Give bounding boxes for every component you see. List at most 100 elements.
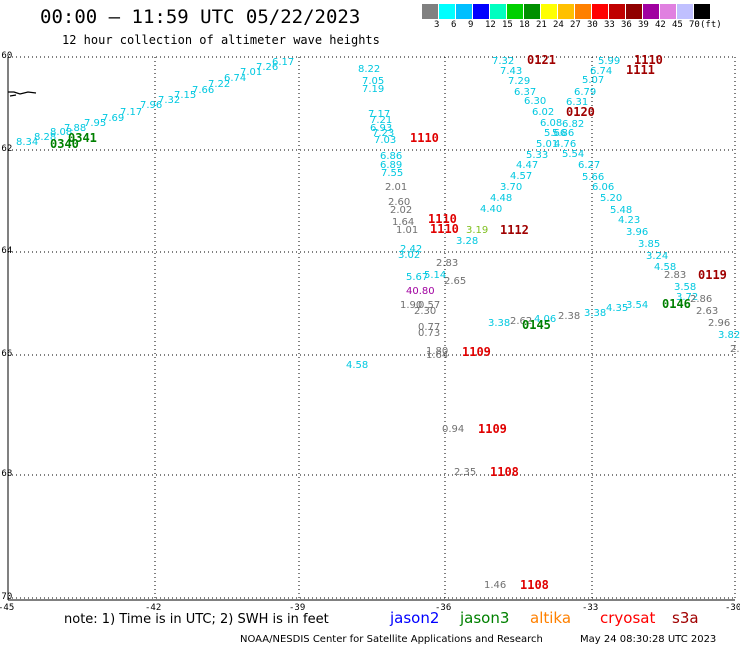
- wave-height-value: 7.21: [370, 115, 393, 126]
- wave-height-value: 6.17: [272, 57, 295, 68]
- pass-time-label: 1110: [428, 212, 457, 226]
- satellite-legend-item: cryosat: [600, 609, 656, 627]
- wave-height-value: 5.99: [598, 56, 621, 67]
- scale-label: 45: [672, 20, 683, 30]
- longitude-label: -36: [435, 603, 452, 613]
- scale-label: 18: [519, 20, 530, 30]
- wave-height-value: 5.67: [406, 272, 429, 283]
- wave-height-value: 6.74: [224, 73, 247, 84]
- wave-height-value: 4.06: [534, 314, 557, 325]
- wave-height-value: 1.80: [426, 346, 449, 357]
- pass-time-label: 0146: [662, 297, 691, 311]
- wave-height-value: 3.58: [674, 282, 697, 293]
- pass-time-label: 0145: [522, 318, 551, 332]
- color-scale-bar: [422, 4, 711, 19]
- scale-label: 24: [553, 20, 564, 30]
- wave-height-value: 7.01: [240, 67, 263, 78]
- wave-height-value: 3.96: [626, 227, 649, 238]
- pass-time-label: 1109: [462, 345, 491, 359]
- wave-height-value: 2.83: [664, 270, 687, 281]
- scale-swatch: [439, 4, 456, 19]
- wave-height-value: 5.01: [536, 139, 559, 150]
- color-scale-labels: 3 6 9 12 15 18 21 24 27 30 33 36 39 42 45 70 (ft): [422, 20, 740, 34]
- wave-height-value: 40.80: [406, 286, 435, 297]
- scale-label: 42: [655, 20, 666, 30]
- longitude-label: -39: [289, 603, 306, 613]
- wave-height-value: 2.35: [454, 467, 477, 478]
- latitude-label: -64: [0, 246, 13, 256]
- pass-time-label: 1108: [490, 465, 519, 479]
- wave-height-value: 2.63: [696, 306, 719, 317]
- scale-label: 21: [536, 20, 547, 30]
- scale-label: 36: [621, 20, 632, 30]
- wave-height-value: 6.30: [524, 96, 547, 107]
- latitude-label: -60: [0, 51, 13, 61]
- wave-height-value: 3.38: [488, 318, 511, 329]
- generation-timestamp: May 24 08:30:28 UTC 2023: [580, 634, 717, 645]
- wave-height-value: 6.08: [540, 118, 563, 129]
- scale-swatch: [524, 4, 541, 19]
- wave-height-value: 6.86: [380, 151, 403, 162]
- wave-height-value: 7.03: [374, 135, 397, 146]
- wave-height-value: 4.47: [516, 160, 539, 171]
- scale-swatch: [490, 4, 507, 19]
- wave-height-value: 7.19: [362, 84, 385, 95]
- pass-time-label: 0340: [50, 137, 79, 151]
- wave-height-value: 6.89: [380, 160, 403, 171]
- wave-height-value: 1.46: [484, 580, 507, 591]
- wave-height-value: 8.08: [50, 127, 73, 138]
- wave-height-value: 7.17: [120, 107, 143, 118]
- wave-height-value: 2.02: [390, 205, 413, 216]
- wave-height-value: 7.29: [508, 76, 531, 87]
- wave-height-value: 1.90: [400, 300, 423, 311]
- wave-height-value: 4.35: [606, 303, 629, 314]
- wave-height-value: 4.58: [654, 262, 677, 273]
- pass-time-label: 0119: [698, 268, 727, 282]
- scale-label: 3: [434, 20, 440, 30]
- scale-swatch: [473, 4, 490, 19]
- credit-line: NOAA/NESDIS Center for Satellite Applica…: [240, 634, 543, 645]
- wave-height-value: 3.82: [718, 330, 740, 341]
- wave-height-value: 0.57: [418, 300, 441, 311]
- pass-time-label: 1109: [478, 422, 507, 436]
- longitude-label: -45: [0, 603, 15, 613]
- wave-height-value: 7.95: [84, 118, 107, 129]
- wave-height-value: 4.58: [346, 360, 369, 371]
- wave-height-value: 6.79: [574, 87, 597, 98]
- wave-height-value: 4.40: [480, 204, 503, 215]
- wave-height-value: 5.66: [582, 172, 605, 183]
- pass-time-label: 1108: [520, 578, 549, 592]
- wave-height-value: 6.74: [590, 66, 613, 77]
- pass-time-label: 1110: [634, 53, 663, 67]
- wave-height-value: 2.96: [708, 318, 731, 329]
- satellite-legend-item: s3a: [672, 609, 699, 627]
- scale-swatch: [422, 4, 439, 19]
- scale-label: 6: [451, 20, 457, 30]
- map-subtitle: 12 hour collection of altimeter wave hei…: [62, 33, 380, 47]
- wave-height-value: 2.65: [444, 276, 467, 287]
- wave-height-value: 2.38: [558, 311, 581, 322]
- wave-height-value: 7.26: [256, 62, 279, 73]
- wave-height-value: 7.66: [192, 85, 215, 96]
- wave-height-value: 5.14: [424, 270, 447, 281]
- wave-height-value: 5.66: [544, 128, 567, 139]
- wave-height-value: 1.64: [426, 350, 449, 361]
- wave-height-value: 7.55: [381, 168, 404, 179]
- wave-height-value: 3.38: [584, 308, 607, 319]
- wave-height-value: 8.28: [34, 132, 57, 143]
- latitude-label: -62: [0, 144, 13, 154]
- wave-height-value: 6.02: [532, 107, 555, 118]
- wave-height-value: 5.86: [552, 128, 575, 139]
- scale-swatch: [541, 4, 558, 19]
- scale-label: 12: [485, 20, 496, 30]
- wave-height-value: 3.70: [500, 182, 523, 193]
- pass-time-label: 1111: [626, 63, 655, 77]
- wave-height-value: 0.73: [418, 328, 441, 339]
- longitude-label: -33: [582, 603, 599, 613]
- wave-height-value: 2.62: [510, 316, 533, 327]
- scale-label: 39: [638, 20, 649, 30]
- wave-height-value: 8.34: [16, 137, 39, 148]
- wave-height-value: 2.60: [388, 197, 411, 208]
- wave-height-value: 6.27: [578, 160, 601, 171]
